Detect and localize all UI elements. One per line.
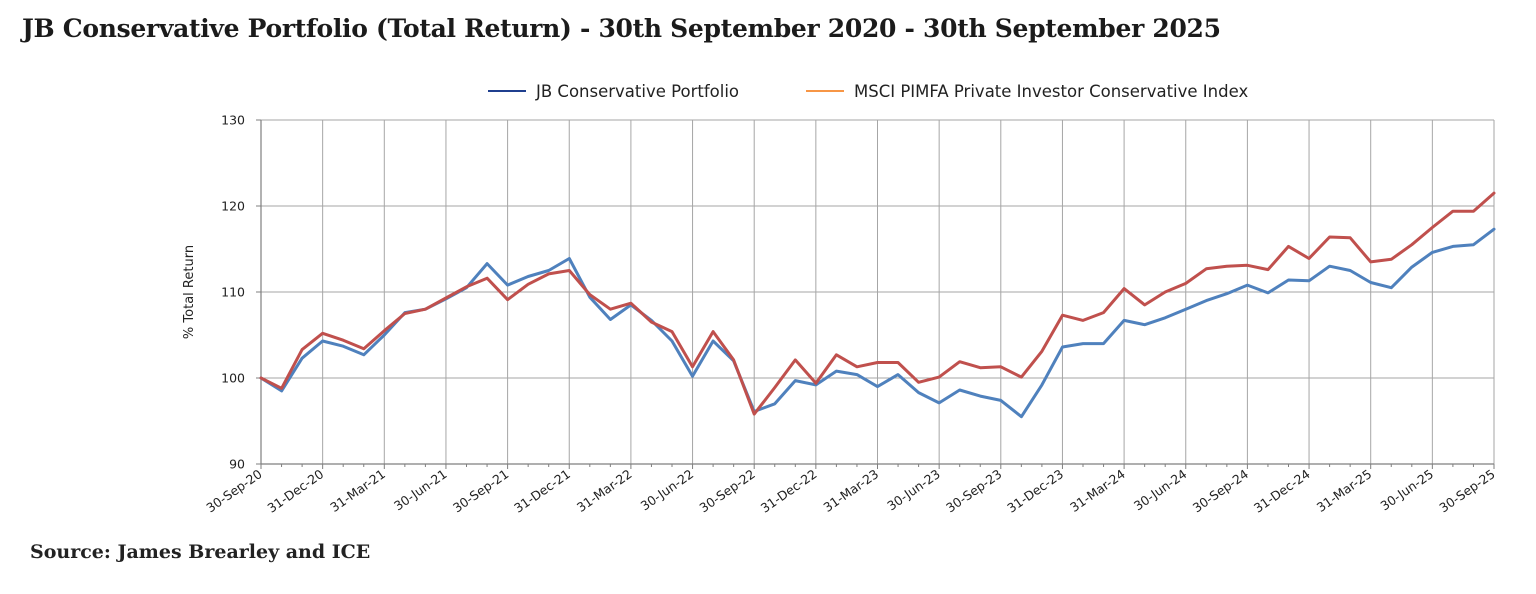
x-tick-label: 31-Mar-25 [1314,466,1375,515]
chart-title: JB Conservative Portfolio (Total Return)… [22,14,1221,43]
x-tick-label: 30-Jun-21 [391,466,450,513]
y-tick-label: 130 [221,113,245,128]
x-tick-label: 30-Jun-23 [884,466,943,513]
y-tick-label: 90 [229,457,245,472]
y-tick-label: 110 [221,285,245,300]
x-tick-label: 30-Sep-21 [450,466,511,515]
x-tick-label: 30-Jun-24 [1131,466,1190,513]
x-tick-label: 30-Sep-20 [203,466,264,515]
y-tick-label: 120 [221,199,245,214]
source-note: Source: James Brearley and ICE [30,541,371,563]
y-axis-ticks: 90 100 110 120 130 [221,113,261,472]
x-tick-label: 31-Dec-23 [1004,466,1066,516]
legend-label-portfolio: JB Conservative Portfolio [535,82,739,101]
grid-lines [260,119,1495,465]
x-axis-ticks: 30-Sep-20 31-Dec-20 31-Mar-21 30-Jun-21 30-S… [203,464,1498,516]
x-tick-label: 30-Sep-24 [1190,466,1251,515]
x-tick-label: 30-Sep-22 [697,466,758,515]
x-tick-label: 30-Sep-23 [943,466,1004,515]
x-tick-label: 31-Dec-20 [264,466,326,516]
x-tick-label: 30-Jun-25 [1377,466,1436,513]
legend: JB Conservative Portfolio MSCI PIMFA Pri… [488,82,1248,101]
x-tick-label: 30-Sep-25 [1436,466,1497,515]
x-tick-label: 31-Mar-21 [327,466,388,515]
x-tick-label: 30-Jun-22 [638,466,697,513]
x-tick-label: 31-Dec-24 [1251,466,1313,516]
x-tick-label: 31-Dec-21 [511,466,573,516]
x-tick-label: 31-Mar-24 [1067,466,1128,515]
legend-label-index: MSCI PIMFA Private Investor Conservative… [854,82,1248,101]
x-tick-label: 31-Dec-22 [758,466,820,516]
x-tick-label: 31-Mar-23 [820,466,881,515]
y-axis-label: % Total Return [182,245,197,339]
series-lines [259,191,1496,419]
x-tick-label: 31-Mar-22 [574,466,635,515]
y-tick-label: 100 [221,371,245,386]
series-line-index [259,191,1496,416]
